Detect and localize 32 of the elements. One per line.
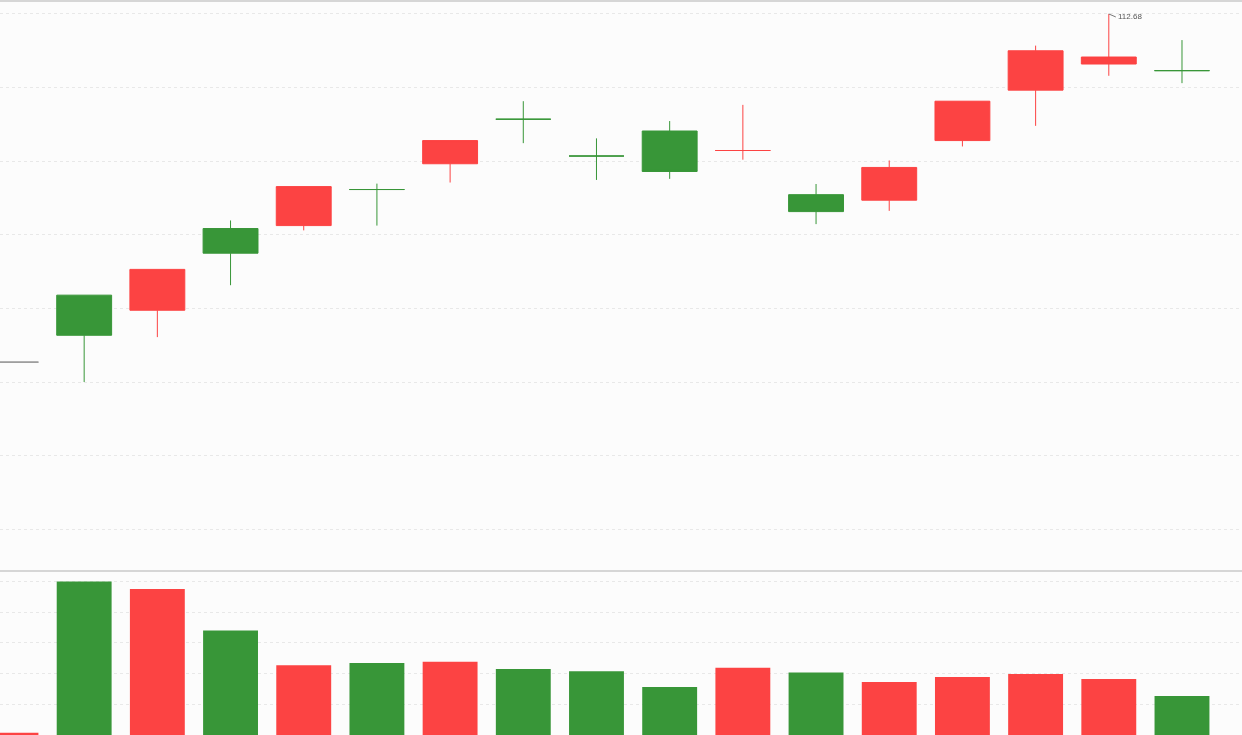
annotation: 112.68 bbox=[1118, 12, 1143, 21]
candlestick bbox=[422, 140, 479, 184]
bar bbox=[861, 682, 917, 735]
candlestick bbox=[641, 120, 698, 180]
bar bbox=[642, 686, 698, 735]
bar bbox=[276, 665, 332, 735]
bar bbox=[788, 672, 844, 735]
bar bbox=[1008, 674, 1064, 735]
candlestick bbox=[495, 100, 552, 144]
candlestick bbox=[934, 100, 991, 147]
candlestick bbox=[714, 104, 771, 161]
candlestick bbox=[275, 186, 332, 231]
candlestick bbox=[568, 137, 625, 181]
bar bbox=[1154, 695, 1210, 735]
candlestick bbox=[56, 294, 113, 383]
bar bbox=[349, 662, 405, 735]
candlestick bbox=[129, 268, 186, 338]
candlestick bbox=[861, 159, 918, 212]
candlestick bbox=[202, 219, 259, 286]
bar bbox=[569, 671, 624, 735]
bar bbox=[56, 581, 112, 735]
bar bbox=[203, 630, 258, 735]
bar bbox=[422, 661, 478, 735]
candlestick bbox=[788, 183, 844, 225]
candlestick bbox=[348, 183, 405, 227]
bar bbox=[715, 667, 771, 735]
bar bbox=[934, 676, 990, 735]
candlestick bbox=[1154, 39, 1210, 84]
bar bbox=[1081, 678, 1137, 735]
candlestick bbox=[1007, 45, 1064, 127]
bar bbox=[495, 668, 551, 735]
bar bbox=[129, 588, 185, 735]
